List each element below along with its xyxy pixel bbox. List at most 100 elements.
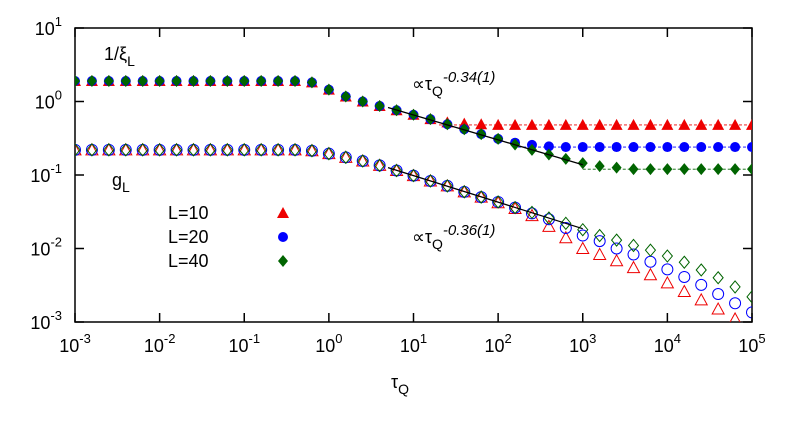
point: [476, 128, 487, 141]
point: [272, 143, 285, 156]
point: [645, 163, 656, 176]
point: [170, 143, 183, 156]
point: [628, 142, 639, 153]
x-tick-base: 10: [144, 336, 164, 356]
fit-label: ∝τQ-0.36(1): [412, 222, 495, 252]
x-tick-exp: -2: [164, 331, 176, 346]
point: [238, 143, 251, 156]
point: [594, 142, 605, 153]
point: [729, 280, 741, 294]
point: [678, 118, 691, 130]
point: [695, 263, 707, 277]
fit-label-exp: -0.36(1): [443, 222, 496, 239]
x-tick-exp: 5: [758, 331, 765, 346]
point: [340, 150, 352, 165]
point: [662, 142, 673, 153]
point: [627, 238, 640, 253]
y-tick-label: 10-2: [30, 235, 62, 260]
annotation-main: g: [112, 170, 122, 190]
x-tick-exp: 1: [420, 331, 427, 346]
point: [425, 113, 436, 126]
point: [323, 83, 334, 96]
x-tick-base: 10: [738, 336, 758, 356]
x-tick-label: 10-2: [144, 331, 176, 356]
x-tick-label: 102: [484, 331, 511, 356]
point: [75, 75, 80, 88]
y-tick-exp: -2: [50, 235, 62, 250]
point: [695, 278, 708, 291]
point: [645, 142, 656, 153]
point: [746, 290, 752, 304]
point: [577, 157, 588, 170]
point: [560, 142, 571, 153]
point: [306, 76, 317, 89]
point: [222, 75, 233, 88]
point: [558, 230, 573, 244]
y-tick-base: 10: [30, 313, 50, 333]
point: [751, 320, 752, 322]
point: [559, 118, 572, 130]
point: [137, 75, 148, 88]
x-tick-base: 10: [484, 336, 504, 356]
x-tick-label: 100: [315, 331, 342, 356]
point: [305, 144, 318, 157]
point: [696, 142, 707, 153]
y-tick-label: 10-1: [30, 161, 62, 186]
plot-area: [75, 75, 752, 322]
point: [525, 118, 538, 130]
point: [356, 155, 369, 168]
point: [424, 174, 437, 188]
point: [677, 284, 692, 297]
point: [75, 142, 82, 156]
point: [712, 270, 724, 285]
point: [696, 163, 707, 176]
point: [543, 211, 555, 225]
fit-line: [387, 106, 583, 166]
point: [626, 260, 641, 274]
point: [509, 118, 522, 130]
legend-label: L=40: [168, 251, 209, 271]
x-tick-base: 10: [59, 336, 79, 356]
point: [610, 242, 623, 255]
point: [289, 143, 302, 156]
point: [102, 143, 115, 156]
point: [290, 75, 301, 88]
point: [390, 163, 403, 178]
y-tick-base: 10: [30, 166, 50, 186]
point: [542, 219, 556, 232]
point: [120, 75, 131, 88]
x-axis-label-sub: Q: [398, 381, 409, 397]
x-tick-label: 10-1: [228, 331, 260, 356]
point: [747, 142, 752, 153]
point: [594, 228, 606, 243]
point: [712, 288, 725, 301]
point: [730, 142, 741, 153]
point: [204, 143, 217, 156]
point: [526, 205, 538, 220]
point: [542, 118, 555, 130]
point: [273, 75, 284, 88]
point: [493, 132, 504, 145]
point: [644, 118, 657, 130]
point: [85, 143, 98, 156]
fit-label-sub: Q: [432, 236, 443, 252]
point: [171, 75, 182, 88]
point: [137, 143, 149, 157]
point: [644, 255, 657, 268]
x-tick-base: 10: [228, 336, 248, 356]
point: [610, 118, 623, 130]
point: [492, 195, 504, 209]
x-tick-exp: -3: [79, 331, 91, 346]
point: [373, 158, 386, 173]
point: [459, 123, 470, 136]
point: [239, 75, 250, 88]
point: [322, 147, 335, 160]
y-tick-label: 100: [35, 88, 62, 113]
point: [678, 270, 691, 283]
point: [188, 75, 199, 88]
point: [747, 163, 752, 176]
fit-label-sub: Q: [432, 83, 443, 99]
point: [475, 118, 488, 130]
point: [221, 143, 234, 156]
x-tick-label: 104: [654, 331, 681, 356]
